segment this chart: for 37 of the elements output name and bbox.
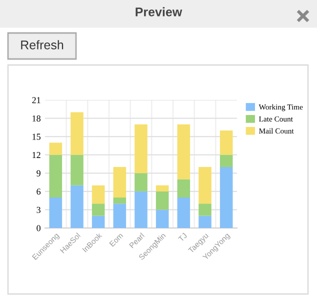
y-tick-label: 18 <box>32 115 40 122</box>
bar <box>156 210 169 228</box>
bar <box>49 198 62 228</box>
bar <box>177 179 190 198</box>
bar <box>156 191 169 210</box>
bar <box>113 198 126 204</box>
bar <box>92 216 105 228</box>
bar <box>113 204 126 228</box>
bar <box>92 185 105 204</box>
y-tick-label: 0 <box>36 225 40 232</box>
bar <box>49 142 62 155</box>
bar <box>134 124 148 174</box>
bar <box>198 167 212 204</box>
bar <box>49 154 62 198</box>
text: Refresh <box>21 40 64 50</box>
y-tick-label: 12 <box>32 152 40 158</box>
y-tick-label: 6 <box>36 188 41 195</box>
bar <box>220 167 233 228</box>
bar <box>220 154 233 168</box>
bar <box>92 204 105 216</box>
bar <box>70 112 84 155</box>
bar <box>177 198 190 228</box>
bar <box>156 185 169 192</box>
bar <box>198 204 212 216</box>
bar <box>220 130 233 155</box>
y-tick-label: 3 <box>36 206 40 213</box>
y-tick-label: 15 <box>32 134 40 140</box>
bar <box>70 154 84 186</box>
bar <box>198 216 212 228</box>
chart-title: Preview <box>136 7 182 16</box>
y-tick-label: 21 <box>32 97 40 104</box>
bar <box>134 173 148 192</box>
y-tick-label: 9 <box>36 170 40 176</box>
bar <box>134 191 148 228</box>
bar <box>70 185 84 228</box>
bar <box>113 167 126 198</box>
bar <box>177 124 190 180</box>
